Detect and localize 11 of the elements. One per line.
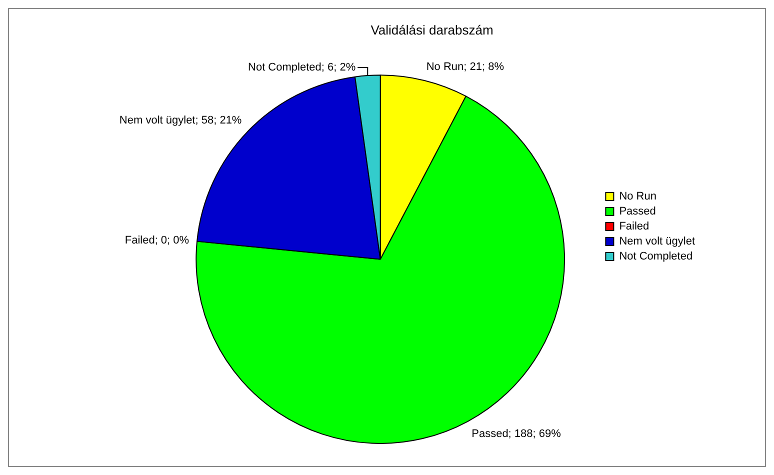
data-label: Nem volt ügylet; 58; 21% — [119, 114, 242, 127]
chart-title: Validálási darabszám — [370, 22, 494, 38]
legend-label: Nem volt ügylet — [619, 236, 696, 248]
legend-label: Failed — [619, 220, 650, 233]
legend-label: No Run — [619, 190, 656, 203]
data-label: No Run; 21; 8% — [426, 61, 504, 74]
legend-label: Not Completed — [619, 250, 693, 263]
legend-label: Passed — [619, 206, 656, 218]
data-label: Not Completed; 6; 2% — [248, 62, 356, 74]
data-label: Passed; 188; 69% — [472, 428, 562, 440]
text: Failed; 0; 0% — [124, 234, 190, 247]
